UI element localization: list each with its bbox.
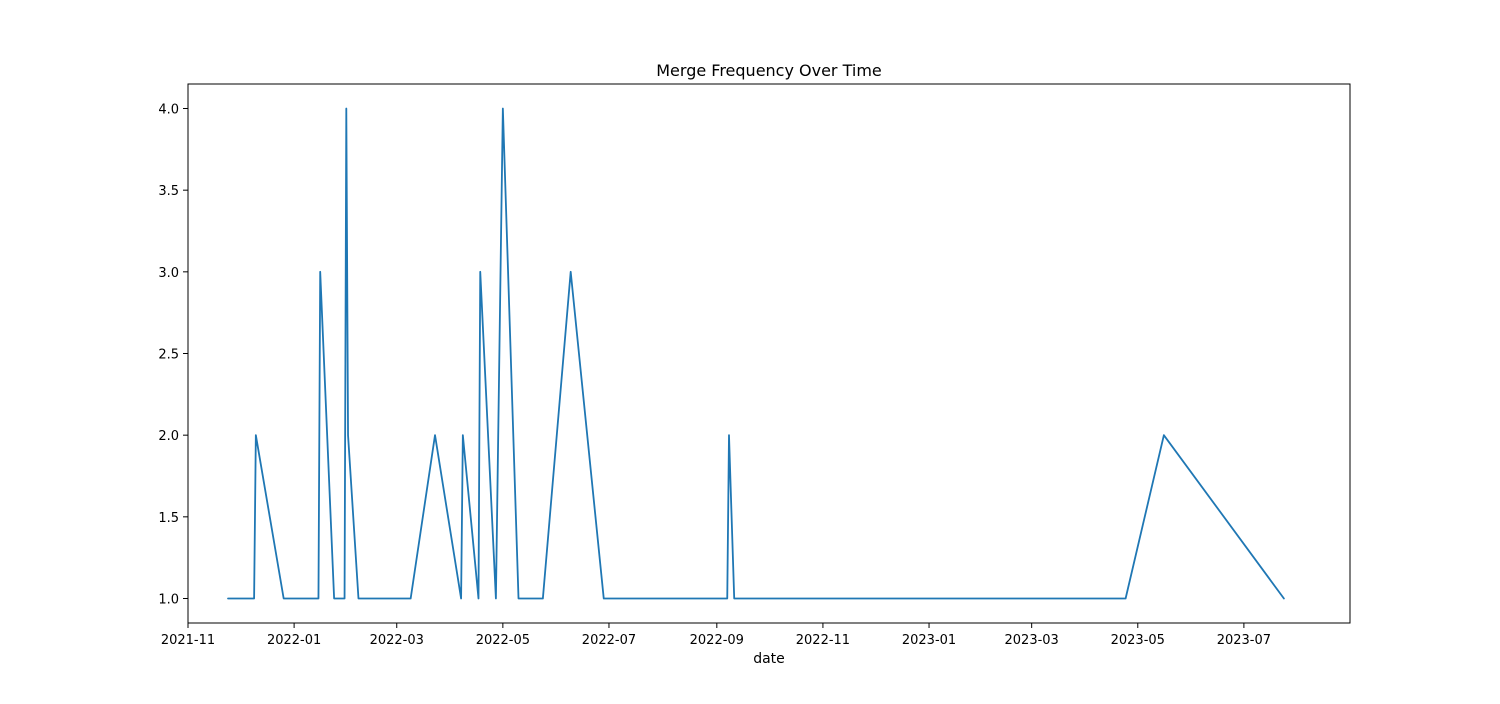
chart-title: Merge Frequency Over Time xyxy=(656,61,882,80)
y-tick-label: 2.5 xyxy=(158,348,179,363)
x-tick-label: 2022-05 xyxy=(476,633,530,648)
x-tick-label: 2023-01 xyxy=(902,633,956,648)
x-tick-label: 2021-11 xyxy=(161,633,215,648)
x-axis: 2021-11 2022-01 2022-03 2022-05 2022-07 2022-… xyxy=(161,623,1271,648)
y-axis: 1.0 1.5 2.0 2.5 3.0 3.5 4.0 xyxy=(158,103,188,608)
x-tick-label: 2023-05 xyxy=(1111,633,1165,648)
y-tick-label: 2.0 xyxy=(158,429,179,444)
x-tick-label: 2022-01 xyxy=(267,633,321,648)
x-tick-label: 2022-07 xyxy=(582,633,636,648)
x-tick-label: 2022-11 xyxy=(796,633,850,648)
x-axis-label: date xyxy=(753,651,785,667)
y-tick-label: 4.0 xyxy=(158,103,179,118)
y-tick-label: 3.5 xyxy=(158,184,179,199)
y-tick-label: 3.0 xyxy=(158,266,179,281)
x-tick-label: 2023-07 xyxy=(1217,633,1271,648)
x-tick-label: 2023-03 xyxy=(1005,633,1059,648)
x-tick-label: 2022-03 xyxy=(370,633,424,648)
y-tick-label: 1.5 xyxy=(158,511,179,526)
series-layer xyxy=(227,107,1285,600)
series-line xyxy=(227,107,1285,600)
x-tick-label: 2022-09 xyxy=(690,633,744,648)
y-tick-label: 1.0 xyxy=(158,593,179,608)
